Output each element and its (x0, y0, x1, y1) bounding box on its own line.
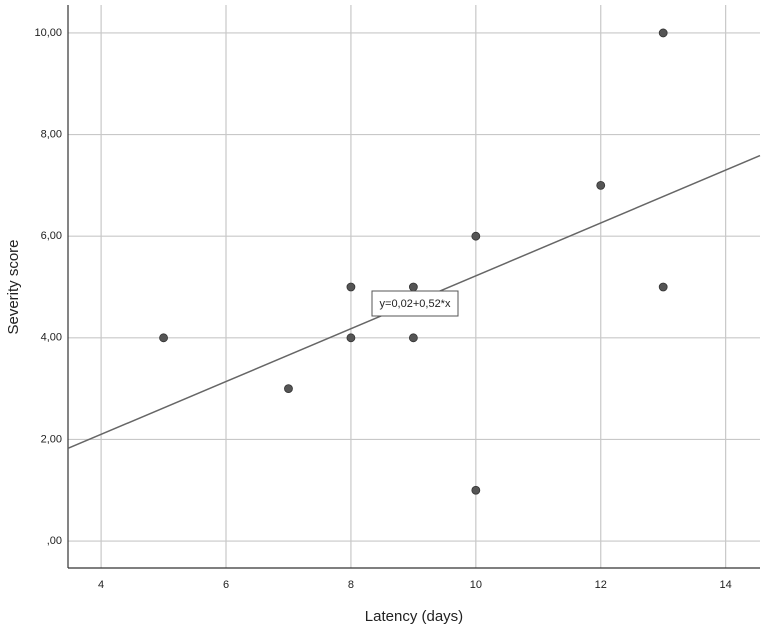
x-tick-label: 4 (98, 579, 104, 591)
y-axis-title: Severity score (5, 239, 22, 334)
grid: 4 6 8 10 12 14 ,00 2,00 4,00 6,00 8,00 10,00 (34, 5, 760, 591)
x-axis-title: Latency (days) (365, 608, 463, 625)
point (408, 333, 418, 343)
y-tick-label: 6,00 (41, 230, 62, 242)
y-tick-label: 10,00 (34, 27, 62, 39)
y-tick-label: 8,00 (41, 128, 62, 140)
y-tick-label: 2,00 (41, 433, 62, 445)
x-tick-label: 12 (595, 579, 607, 591)
point (159, 333, 168, 343)
point (408, 282, 418, 292)
equation-box: y=0,02+0,52*x (371, 290, 459, 317)
equation-frame (371, 290, 459, 317)
point (658, 28, 668, 38)
equation-label: y=0,02+0,52*x (380, 298, 451, 310)
x-tick-label: 10 (470, 579, 482, 591)
y-tick-label: 4,00 (41, 332, 62, 344)
x-tick-label: 8 (348, 579, 354, 591)
marks (67, 28, 761, 495)
y-tick-label: ,00 (47, 535, 62, 547)
x-tick-label: 6 (223, 579, 229, 591)
point (658, 282, 668, 292)
x-tick-label: 14 (720, 579, 732, 591)
point (284, 384, 293, 394)
point (346, 333, 356, 343)
point (346, 282, 356, 292)
point (471, 485, 481, 495)
point (596, 180, 606, 190)
point (471, 231, 481, 241)
